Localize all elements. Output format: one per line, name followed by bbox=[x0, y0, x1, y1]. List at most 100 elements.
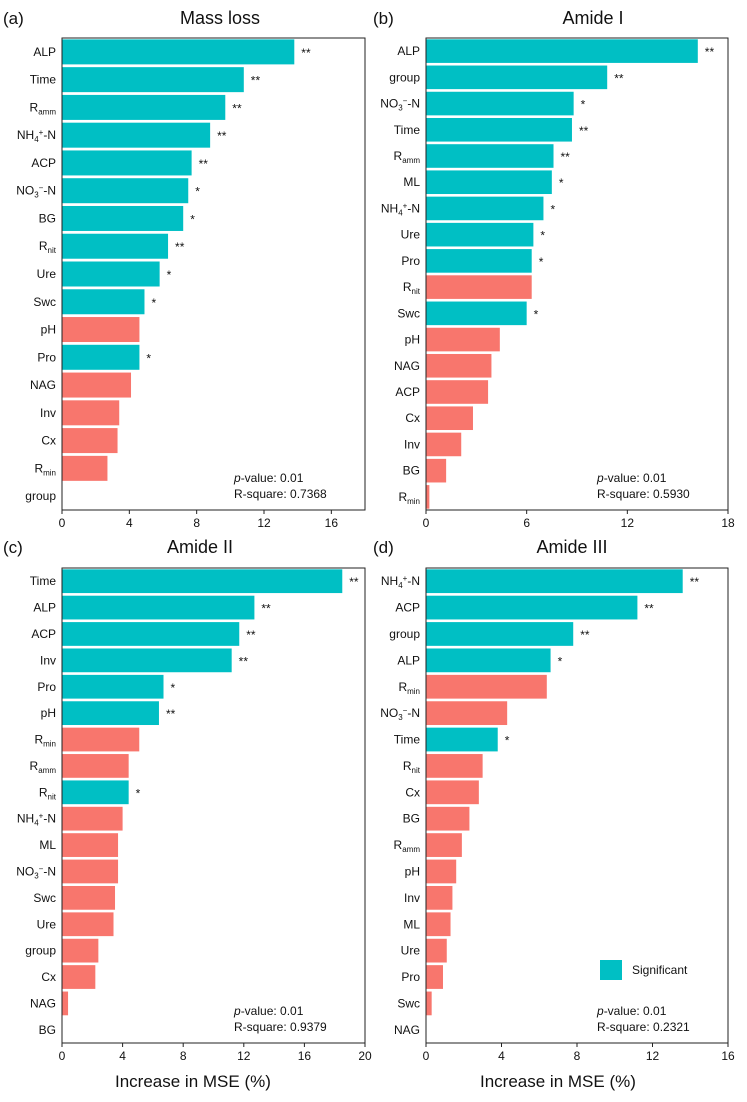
significance-stars: ** bbox=[166, 707, 176, 721]
bar bbox=[426, 622, 574, 646]
bar bbox=[426, 117, 572, 142]
bar bbox=[426, 144, 554, 168]
category-label: BG bbox=[39, 211, 56, 225]
bar bbox=[62, 859, 119, 884]
category-label: Cx bbox=[405, 411, 420, 425]
bar bbox=[426, 859, 457, 884]
category-label: group bbox=[389, 627, 420, 641]
x-tick-label: 4 bbox=[498, 1049, 505, 1063]
bar bbox=[426, 991, 432, 1016]
x-tick-label: 12 bbox=[237, 1049, 251, 1063]
plot-frame bbox=[425, 37, 729, 511]
significance-stars: ** bbox=[690, 575, 700, 589]
significance-stars: ** bbox=[175, 240, 185, 254]
category-label: ACP bbox=[395, 601, 420, 615]
category-label: Rnit bbox=[403, 280, 421, 296]
category-label: ACP bbox=[395, 385, 420, 399]
plot-frame bbox=[61, 567, 366, 1044]
panel-letter: (d) bbox=[373, 538, 394, 557]
significance-stars: ** bbox=[246, 628, 256, 642]
significance-stars: ** bbox=[349, 575, 359, 589]
bar bbox=[426, 65, 608, 90]
category-label: BG bbox=[39, 1023, 56, 1037]
bar bbox=[426, 912, 451, 937]
category-label: Ure bbox=[37, 267, 57, 281]
category-label: Time bbox=[394, 733, 421, 747]
category-label: BG bbox=[403, 464, 420, 478]
x-tick-label: 12 bbox=[621, 516, 635, 530]
category-label: Rnit bbox=[39, 785, 57, 801]
x-tick-label: 16 bbox=[298, 1049, 312, 1063]
category-label: Time bbox=[394, 123, 421, 137]
bar bbox=[426, 965, 443, 989]
significance-stars: * bbox=[171, 681, 176, 695]
bar bbox=[426, 39, 698, 63]
category-label: Ure bbox=[401, 228, 421, 242]
category-label: pH bbox=[41, 706, 56, 720]
category-label: ACP bbox=[31, 627, 56, 641]
x-tick-label: 16 bbox=[325, 516, 339, 530]
category-label: ML bbox=[39, 838, 56, 852]
bar bbox=[426, 170, 552, 195]
category-label: ML bbox=[403, 917, 420, 931]
significance-stars: ** bbox=[301, 46, 311, 60]
bar bbox=[426, 353, 492, 378]
significance-stars: * bbox=[146, 351, 151, 365]
category-label: ALP bbox=[397, 653, 420, 667]
category-label: Swc bbox=[33, 891, 56, 905]
category-label: NAG bbox=[30, 378, 56, 392]
bar bbox=[426, 91, 574, 116]
bar bbox=[426, 938, 447, 963]
bar bbox=[426, 780, 479, 805]
category-label: ML bbox=[403, 175, 420, 189]
bar bbox=[62, 428, 118, 454]
significance-stars: * bbox=[167, 268, 172, 282]
category-label: ACP bbox=[31, 156, 56, 170]
category-label: NAG bbox=[30, 996, 56, 1010]
bar bbox=[426, 249, 532, 273]
x-tick-label: 0 bbox=[59, 1049, 66, 1063]
bar bbox=[426, 432, 462, 457]
p-value-text: p-value: 0.01 bbox=[233, 1004, 304, 1018]
category-label: Rmin bbox=[34, 461, 56, 477]
category-label: NH4+-N bbox=[17, 812, 56, 828]
significance-stars: ** bbox=[261, 602, 271, 616]
legend-swatch bbox=[600, 960, 622, 980]
x-tick-label: 18 bbox=[721, 516, 735, 530]
x-tick-label: 12 bbox=[257, 516, 271, 530]
category-label: Time bbox=[30, 574, 57, 588]
significance-stars: * bbox=[505, 734, 510, 748]
category-label: Ramm bbox=[394, 838, 421, 854]
significance-stars: * bbox=[559, 176, 564, 190]
bar bbox=[62, 912, 114, 937]
category-label: Swc bbox=[33, 295, 56, 309]
significance-stars: * bbox=[190, 212, 195, 226]
significance-stars: ** bbox=[705, 45, 715, 59]
legend-label: Significant bbox=[632, 963, 688, 977]
category-label: NO3−-N bbox=[380, 706, 420, 722]
r-square-text: R-square: 0.5930 bbox=[597, 487, 690, 501]
x-tick-label: 8 bbox=[193, 516, 200, 530]
category-label: NO3−-N bbox=[16, 864, 56, 880]
panel-title: Amide II bbox=[167, 537, 233, 557]
bar bbox=[62, 991, 69, 1016]
category-label: Time bbox=[30, 73, 57, 87]
significance-stars: ** bbox=[561, 150, 571, 164]
bar bbox=[426, 648, 551, 673]
category-label: Ure bbox=[37, 917, 57, 931]
x-tick-label: 6 bbox=[523, 516, 530, 530]
category-label: ALP bbox=[33, 45, 56, 59]
bar bbox=[62, 233, 169, 259]
category-label: pH bbox=[41, 323, 56, 337]
bar bbox=[426, 595, 638, 620]
panel-4: (d) Amide III NH4+-N ** ACP ** group ** ALP * Rmin… bbox=[373, 537, 735, 1063]
category-label: Swc bbox=[397, 996, 420, 1010]
category-label: Pro bbox=[37, 680, 56, 694]
bar bbox=[62, 595, 255, 620]
plot-frame bbox=[61, 37, 366, 511]
bar bbox=[62, 754, 129, 778]
category-label: Ure bbox=[401, 944, 421, 958]
